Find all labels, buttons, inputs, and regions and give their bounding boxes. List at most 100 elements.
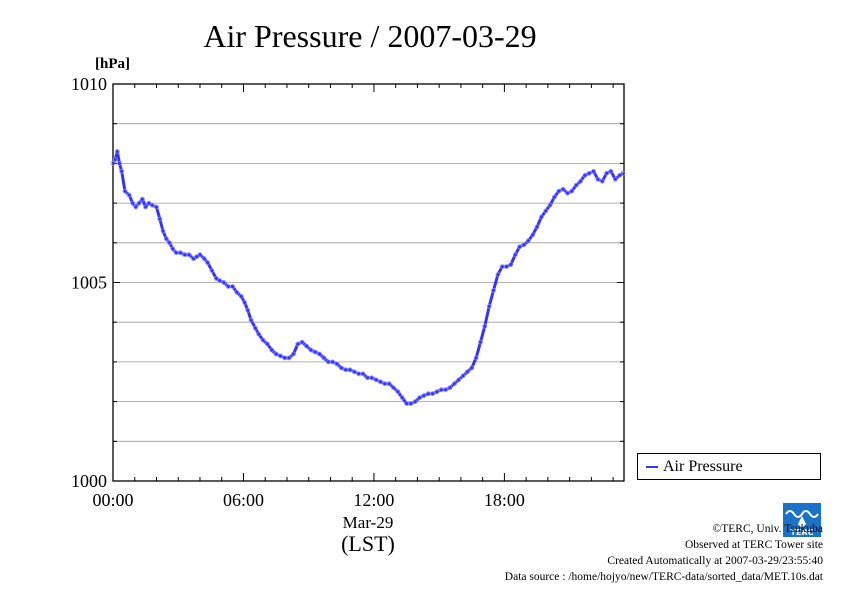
data-point [369,375,375,381]
data-point [286,355,292,361]
data-point [277,353,283,359]
data-point [160,228,166,234]
grid-lines [113,123,624,442]
data-point [456,377,462,383]
series-layer [110,149,626,407]
data-point [460,373,466,379]
data-point [473,355,479,361]
data-point [517,244,522,250]
data-point [552,194,557,200]
svg-text:TERC: TERC [791,528,814,537]
data-point [547,202,553,208]
data-point [299,339,305,345]
data-point [170,246,176,252]
data-point [110,160,116,166]
data-point [495,272,501,278]
data-point [608,168,614,174]
y-axis: 1000 1005 1010 [71,74,624,491]
data-point [308,347,314,353]
data-point [543,208,549,214]
terc-logo: TERC [783,503,821,537]
data-point [130,200,136,206]
data-point [521,242,527,248]
data-point [391,385,396,391]
data-point [412,399,418,405]
data-point [197,252,203,258]
data-point [221,280,227,285]
data-point [373,377,379,383]
x-axis-date-label: Mar-29 [343,513,394,532]
data-point [421,393,427,399]
data-point [525,238,531,244]
data-point [167,240,172,246]
data-point [399,395,405,401]
data-point [260,337,266,343]
footer-info: ©TERC, Univ. Tsukuba Observed at TERC To… [505,521,823,585]
data-point [360,371,366,377]
data-point [378,379,383,385]
chart-title: Air Pressure / 2007-03-29 [203,18,536,54]
data-point [186,252,192,258]
data-point [154,204,159,210]
data-point [573,182,579,188]
data-point [112,156,118,162]
data-point [430,391,436,397]
data-point [386,381,392,387]
data-point [230,284,236,289]
data-point [143,204,149,210]
footer-created-at: Created Automatically at 2007-03-29/23:5… [607,555,823,567]
data-point [295,341,301,347]
data-point [534,224,540,230]
data-point [122,188,128,194]
data-point [330,359,336,365]
data-point [149,202,155,208]
y-tick-label: 1005 [71,273,107,293]
data-point [317,351,323,357]
data-point [291,351,296,357]
data-point [469,365,475,371]
data-point [139,196,145,202]
legend-label-air-pressure: Air Pressure [663,458,743,475]
x-axis-timezone-label: (LST) [341,531,395,556]
footer-data-source: Data source : /home/hojyo/new/TERC-data/… [504,571,823,583]
footer-observed-at: Observed at TERC Tower site [684,539,823,551]
data-point [382,381,388,387]
data-point [447,385,453,391]
data-point [117,160,122,166]
data-point [478,339,483,345]
data-point [126,192,132,198]
data-point [201,256,207,262]
data-point [539,214,544,220]
series-line-air-pressure [111,150,624,406]
data-point [595,176,601,182]
data-point [119,168,125,174]
y-axis-unit-label: [hPa] [95,56,130,72]
data-point [578,178,583,184]
data-point [334,361,340,367]
data-point [508,262,514,268]
data-point [245,307,251,313]
data-point [205,260,211,266]
data-point [217,278,222,283]
x-tick-label: 06:00 [223,490,264,510]
footer-copyright: ©TERC, Univ. Tsukuba [712,523,823,535]
data-point [209,268,215,274]
data-point [234,289,240,295]
x-tick-label: 12:00 [353,490,394,510]
data-point [504,264,510,270]
data-point [321,355,327,361]
data-point [395,389,401,395]
data-point [512,252,518,258]
data-point [569,188,575,194]
data-point [225,284,231,289]
data-point [434,389,440,395]
data-point [612,176,618,182]
data-point [620,170,626,176]
x-tick-label: 18:00 [484,490,525,510]
data-point [599,178,605,184]
data-point [604,170,609,176]
y-tick-label: 1010 [71,74,107,94]
data-point [264,341,270,347]
data-point [157,216,163,222]
